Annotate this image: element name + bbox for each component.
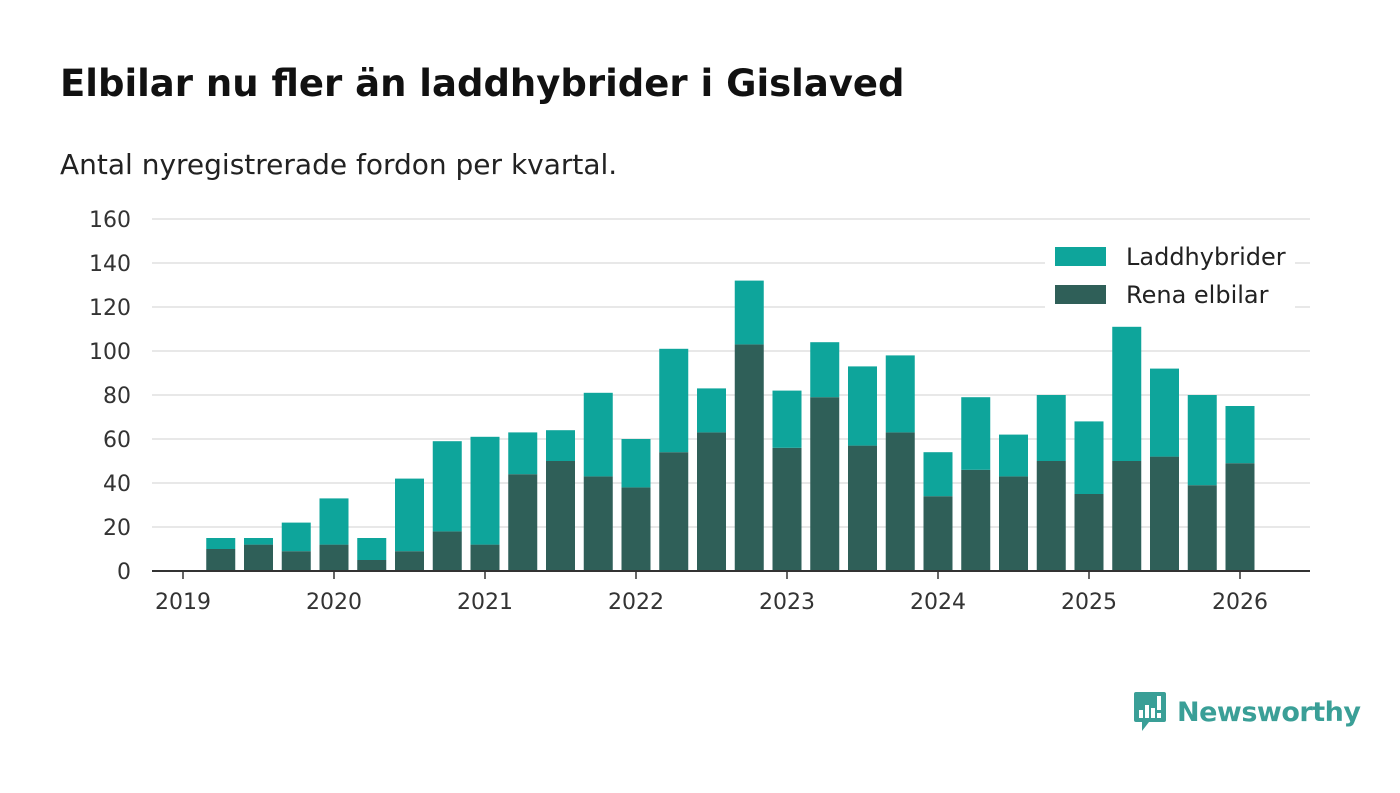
chart-title: Elbilar nu fler än laddhybrider i Gislav… [60,62,905,105]
bar-laddhybrider [659,348,689,453]
bar-laddhybrider [583,392,613,477]
bar-laddhybrider [508,432,538,475]
newsworthy-logo-icon [1134,692,1166,731]
bar-laddhybrider [961,397,991,470]
bar-rena-elbilar [395,551,424,571]
bar-laddhybrider [281,522,311,552]
y-tick-label: 100 [89,340,131,365]
bar-rena-elbilar [244,544,273,571]
x-axis: 2019 2020 2021 2022 2023 2024 2025 2026 [152,570,1310,615]
bar-laddhybrider [848,366,877,446]
bar-laddhybrider [1036,395,1066,461]
bar-rena-elbilar [885,432,915,571]
bar-rena-elbilar [1074,494,1104,571]
legend: Laddhybrider Rena elbilar [1045,236,1295,314]
bar-rena-elbilar [319,544,349,571]
bar-laddhybrider [206,538,236,549]
y-tick-label: 160 [89,208,131,233]
x-tick-label: 2022 [608,590,664,615]
x-tick-label: 2019 [155,590,211,615]
bar-rena-elbilar [1036,461,1066,571]
bar-laddhybrider [395,478,424,552]
bar-rena-elbilar [1150,456,1179,571]
bar-rena-elbilar [621,487,651,571]
bar-rena-elbilar [697,432,726,571]
bar-laddhybrider [810,342,840,398]
bar-laddhybrider [244,538,273,545]
bar-laddhybrider [1187,395,1217,486]
bar-laddhybrider [1150,368,1179,457]
legend-label: Laddhybrider [1126,243,1286,271]
bar-rena-elbilar [281,551,311,571]
bar-rena-elbilar [848,445,877,571]
bar-rena-elbilar [923,496,953,571]
bar-rena-elbilar [772,447,802,571]
bar-laddhybrider [999,434,1028,477]
bar-laddhybrider [546,430,575,461]
bar-rena-elbilar [734,344,764,571]
y-tick-label: 120 [89,296,131,321]
y-tick-label: 140 [89,252,131,277]
bar-laddhybrider [470,436,500,545]
x-tick-label: 2025 [1061,590,1117,615]
x-tick-label: 2023 [759,590,815,615]
bar-rena-elbilar [1187,485,1217,571]
bar-rena-elbilar [659,452,689,571]
bar-rena-elbilar [1112,461,1142,571]
bar-rena-elbilar [432,531,462,571]
x-tick-label: 2024 [910,590,966,615]
y-tick-label: 80 [103,384,131,409]
bar-laddhybrider [319,498,349,545]
legend-swatch [1055,285,1106,304]
bar-rena-elbilar [1225,463,1255,571]
bar-laddhybrider [1074,421,1104,494]
bar-laddhybrider [432,441,462,532]
legend-label: Rena elbilar [1126,281,1269,309]
bar-rena-elbilar [961,469,991,571]
y-tick-label: 0 [117,560,131,585]
x-tick-label: 2026 [1212,590,1268,615]
bar-laddhybrider [772,390,802,448]
bar-rena-elbilar [583,476,613,571]
y-tick-label: 20 [103,516,131,541]
bar-laddhybrider [621,439,651,488]
x-tick-label: 2021 [457,590,513,615]
legend-swatch [1055,247,1106,266]
newsworthy-logo: Newsworthy [1133,690,1361,734]
bar-rena-elbilar [357,560,387,571]
bar-laddhybrider [885,355,915,433]
bar-rena-elbilar [546,461,575,571]
bar-laddhybrider [734,280,764,345]
bar-rena-elbilar [206,549,236,571]
y-axis-ticks: 0 20 40 60 80 100 120 140 160 [89,208,131,585]
brand-name: Newsworthy [1177,696,1361,728]
bar-laddhybrider [357,538,387,560]
y-tick-label: 40 [103,472,131,497]
y-tick-label: 60 [103,428,131,453]
bar-rena-elbilar [470,544,500,571]
bars [206,280,1255,571]
bar-laddhybrider [697,388,726,433]
bar-laddhybrider [1112,326,1142,461]
bar-rena-elbilar [999,476,1028,571]
bar-laddhybrider [1225,406,1255,464]
chart-subtitle: Antal nyregistrerade fordon per kvartal. [60,148,618,181]
bar-laddhybrider [923,452,953,497]
bar-rena-elbilar [810,397,840,571]
bar-rena-elbilar [508,474,538,571]
x-tick-label: 2020 [306,590,362,615]
